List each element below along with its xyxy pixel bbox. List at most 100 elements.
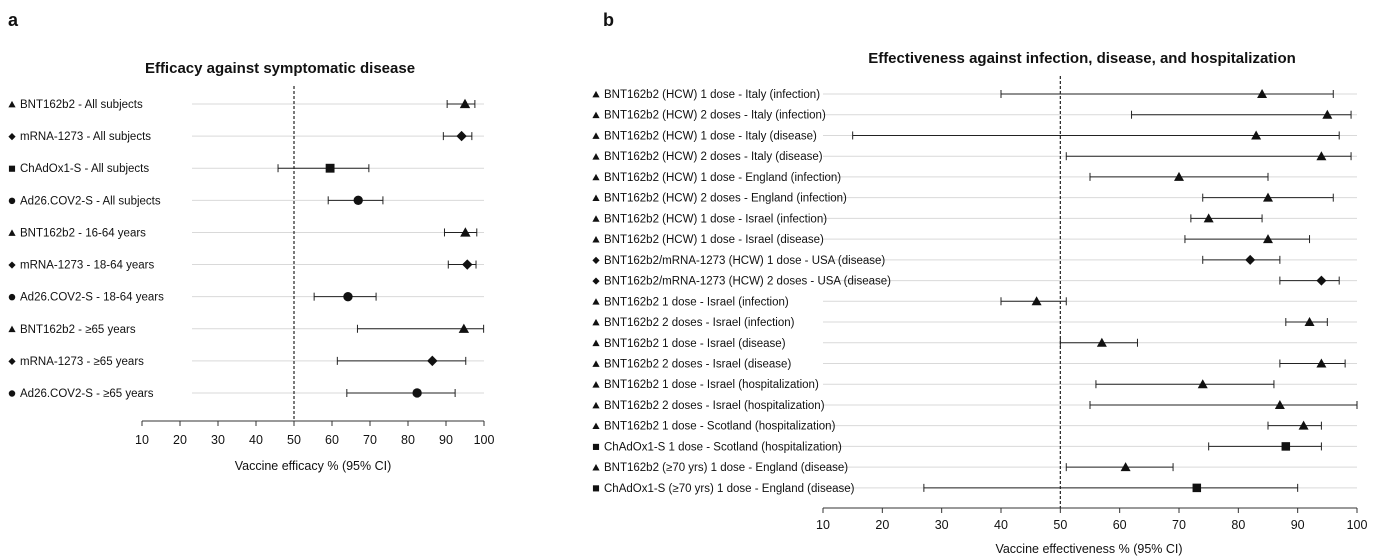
b-estimate-point	[1031, 296, 1042, 306]
b-row-label: ChAdOx1-S 1 dose - Scotland (hospitaliza…	[604, 441, 842, 453]
b-label-marker-icon	[592, 422, 600, 430]
b-row-label: BNT162b2 1 dose - Scotland (hospitalizat…	[604, 421, 836, 433]
a-x-tick-label: 90	[439, 433, 453, 447]
a-x-tick-label: 70	[363, 433, 377, 447]
b-estimate-point	[1281, 442, 1291, 451]
b-estimate-point	[1263, 234, 1273, 244]
b-row-label: BNT162b2/mRNA-1273 (HCW) 1 dose - USA (d…	[604, 255, 885, 267]
a-x-tick-label: 50	[287, 433, 301, 447]
b-row-label: BNT162b2 (HCW) 1 dose - Israel (infectio…	[604, 213, 827, 225]
b-estimate-point	[1245, 254, 1256, 265]
a-x-tick-label: 20	[173, 433, 187, 447]
b-row-label: BNT162b2 (HCW) 1 dose - England (infecti…	[604, 172, 841, 184]
a-row-label: ChAdOx1-S - All subjects	[20, 163, 149, 175]
b-label-marker-icon	[592, 485, 600, 492]
b-x-tick-label: 60	[1113, 518, 1127, 532]
a-row-label: Ad26.COV2-S - ≥65 years	[20, 388, 154, 400]
a-x-tick-label: 40	[249, 433, 263, 447]
a-row-label: Ad26.COV2-S - All subjects	[20, 195, 161, 207]
b-label-marker-icon	[592, 90, 600, 98]
b-x-tick-label: 20	[875, 518, 889, 532]
b-row-label: BNT162b2 (HCW) 2 doses - Italy (infectio…	[604, 110, 826, 122]
a-x-tick-label: 10	[135, 433, 149, 447]
a-x-tick-label: 60	[325, 433, 339, 447]
b-estimate-point	[1192, 483, 1202, 493]
b-label-marker-icon	[592, 298, 600, 305]
b-row-label: BNT162b2 2 doses - Israel (infection)	[604, 317, 795, 329]
b-label-marker-icon	[592, 215, 600, 222]
a-label-marker-icon	[8, 357, 16, 365]
a-x-tick-label: 100	[474, 433, 495, 447]
a-row-label: mRNA-1273 - 18-64 years	[20, 260, 154, 272]
b-row-label: BNT162b2 1 dose - Israel (disease)	[604, 338, 786, 350]
b-label-marker-icon	[592, 443, 600, 450]
b-estimate-point	[1251, 130, 1262, 140]
b-row-label: ChAdOx1-S (≥70 yrs) 1 dose - England (di…	[604, 483, 855, 495]
a-chart-title: Efficacy against symptomatic disease	[145, 60, 415, 77]
b-estimate-point	[1197, 379, 1208, 389]
b-row-label: BNT162b2 (HCW) 1 dose - Italy (infection…	[604, 89, 820, 101]
b-estimate-point	[1304, 317, 1315, 327]
a-row-label: BNT162b2 - ≥65 years	[20, 324, 136, 336]
a-x-tick-label: 30	[211, 433, 225, 447]
a-estimate-point	[462, 259, 473, 270]
b-row-label: BNT162b2/mRNA-1273 (HCW) 2 doses - USA (…	[604, 276, 891, 288]
b-x-tick-label: 70	[1172, 518, 1186, 532]
b-label-marker-icon	[592, 153, 600, 160]
b-label-marker-icon	[592, 277, 600, 285]
panel-label-b: b	[603, 10, 614, 30]
b-label-marker-icon	[592, 236, 600, 243]
a-estimate-point	[412, 388, 422, 398]
b-chart-title: Effectiveness against infection, disease…	[868, 50, 1296, 67]
b-label-marker-icon	[592, 464, 600, 471]
b-estimate-point	[1322, 109, 1333, 119]
a-estimate-point	[343, 291, 353, 302]
b-x-tick-label: 80	[1231, 518, 1245, 532]
b-row-label: BNT162b2 2 doses - Israel (disease)	[604, 358, 791, 370]
b-label-marker-icon	[592, 173, 600, 181]
b-label-marker-icon	[592, 194, 600, 202]
b-estimate-point	[1257, 89, 1268, 98]
a-x-axis-title: Vaccine efficacy % (95% CI)	[235, 459, 392, 473]
a-label-marker-icon	[8, 325, 16, 333]
b-row-label: BNT162b2 1 dose - Israel (hospitalizatio…	[604, 379, 819, 391]
b-row-label: BNT162b2 (≥70 yrs) 1 dose - England (dis…	[604, 462, 848, 474]
b-label-marker-icon	[592, 318, 600, 326]
a-estimate-point	[353, 195, 363, 206]
b-estimate-point	[1274, 399, 1285, 409]
a-estimate-point	[460, 227, 471, 237]
b-estimate-point	[1096, 337, 1107, 347]
a-label-marker-icon	[8, 197, 16, 205]
b-estimate-point	[1316, 358, 1327, 368]
b-estimate-point	[1316, 151, 1327, 161]
a-estimate-point	[325, 163, 335, 173]
b-x-tick-label: 10	[816, 518, 830, 532]
b-row-label: BNT162b2 (HCW) 1 dose - Italy (disease)	[604, 130, 817, 142]
b-estimate-point	[1174, 171, 1184, 181]
a-row-label: mRNA-1273 - All subjects	[20, 131, 151, 143]
b-estimate-point	[1316, 275, 1327, 286]
a-estimate-point	[459, 98, 471, 109]
a-label-marker-icon	[8, 293, 16, 301]
b-row-label: BNT162b2 (HCW) 2 doses - Italy (disease)	[604, 151, 823, 163]
a-label-marker-icon	[8, 390, 16, 397]
b-x-axis-title: Vaccine effectiveness % (95% CI)	[995, 542, 1182, 556]
a-row-label: BNT162b2 - All subjects	[20, 99, 143, 111]
b-label-marker-icon	[592, 401, 600, 409]
a-row-label: BNT162b2 - 16-64 years	[20, 227, 146, 239]
a-label-marker-icon	[8, 165, 16, 172]
b-estimate-point	[1298, 420, 1309, 430]
b-label-marker-icon	[592, 339, 600, 347]
b-x-tick-label: 40	[994, 518, 1008, 532]
b-x-tick-label: 100	[1347, 518, 1368, 532]
a-label-marker-icon	[8, 133, 16, 141]
a-label-marker-icon	[8, 100, 16, 108]
a-estimate-point	[427, 355, 438, 367]
b-x-tick-label: 90	[1291, 518, 1305, 532]
a-row-label: mRNA-1273 - ≥65 years	[20, 356, 144, 368]
a-row-label: Ad26.COV2-S - 18-64 years	[20, 292, 164, 304]
b-label-marker-icon	[592, 111, 600, 119]
b-x-tick-label: 50	[1053, 518, 1067, 532]
b-row-label: BNT162b2 1 dose - Israel (infection)	[604, 296, 789, 308]
